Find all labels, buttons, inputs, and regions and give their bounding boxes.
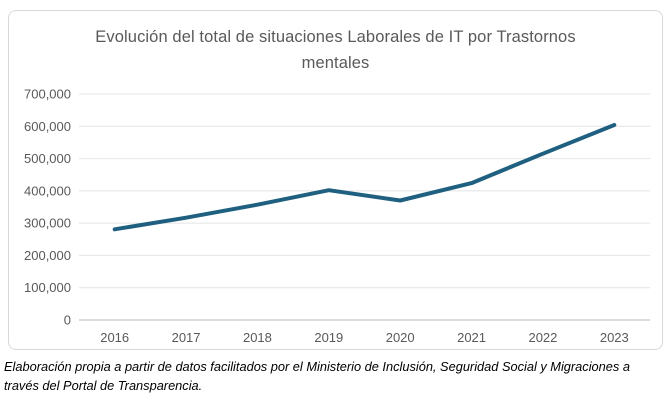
x-axis-tick-label: 2017 — [172, 330, 201, 345]
x-axis-tick-label: 2016 — [100, 330, 129, 345]
y-axis-tick-label: 600,000 — [24, 119, 71, 134]
y-axis-tick-label: 200,000 — [24, 248, 71, 263]
data-series-line — [112, 123, 617, 232]
y-axis-tick-label: 0 — [64, 313, 71, 328]
x-axis-tick-label: 2020 — [386, 330, 415, 345]
x-axis-tick-label: 2023 — [600, 330, 629, 345]
y-axis-tick-label: 500,000 — [24, 151, 71, 166]
x-axis-tick-label: 2018 — [243, 330, 272, 345]
x-axis-tick-label: 2019 — [314, 330, 343, 345]
source-note: Elaboración propia a partir de datos fac… — [4, 359, 630, 393]
line-chart-plot: 0 100,000 200,000 300,000 400,000 500,000 600,… — [24, 87, 650, 345]
x-axis-tick-label: 2022 — [528, 330, 557, 345]
y-axis-tick-label: 100,000 — [24, 280, 71, 295]
y-axis-tick-label: 400,000 — [24, 183, 71, 198]
y-axis-tick-label: 300,000 — [24, 216, 71, 231]
chart-title: Evolución del total de situaciones Labor… — [95, 28, 576, 72]
x-axis-tick-label: 2021 — [457, 330, 486, 345]
y-axis-tick-label: 700,000 — [24, 87, 71, 102]
chart-container: Evolución del total de situaciones Labor… — [8, 10, 663, 350]
